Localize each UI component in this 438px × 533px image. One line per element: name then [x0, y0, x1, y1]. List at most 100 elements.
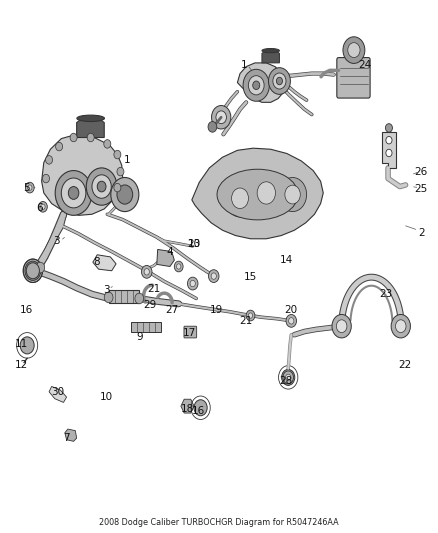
Text: 13: 13	[188, 239, 201, 249]
Circle shape	[386, 136, 392, 144]
Circle shape	[232, 188, 248, 208]
Circle shape	[36, 262, 45, 273]
Polygon shape	[382, 132, 396, 168]
Ellipse shape	[217, 169, 298, 220]
Text: 5: 5	[23, 183, 30, 192]
Circle shape	[187, 277, 198, 290]
Circle shape	[46, 156, 53, 164]
Text: 16: 16	[20, 305, 33, 315]
Polygon shape	[49, 386, 67, 402]
Circle shape	[211, 273, 216, 279]
FancyBboxPatch shape	[184, 326, 197, 338]
Circle shape	[177, 264, 181, 269]
Circle shape	[86, 168, 117, 205]
Text: 20: 20	[285, 305, 298, 315]
Circle shape	[28, 185, 32, 190]
Text: 2: 2	[418, 229, 425, 238]
Text: 6: 6	[36, 203, 43, 213]
Circle shape	[208, 270, 219, 282]
Circle shape	[250, 173, 283, 213]
Circle shape	[56, 142, 63, 151]
Text: 8: 8	[93, 257, 100, 267]
Circle shape	[343, 37, 365, 63]
Circle shape	[68, 187, 79, 199]
Circle shape	[174, 261, 183, 272]
Circle shape	[194, 400, 207, 416]
Circle shape	[25, 182, 34, 193]
Polygon shape	[77, 118, 104, 138]
Text: 1: 1	[124, 155, 131, 165]
Circle shape	[104, 140, 111, 148]
Text: 9: 9	[136, 332, 143, 342]
Circle shape	[117, 167, 124, 176]
Text: 27: 27	[165, 305, 178, 315]
Text: 17: 17	[183, 328, 196, 338]
Text: 2008 Dodge Caliber TURBOCHGR Diagram for R5047246AA: 2008 Dodge Caliber TURBOCHGR Diagram for…	[99, 518, 339, 527]
Circle shape	[104, 292, 113, 303]
Text: 28: 28	[279, 376, 292, 386]
Text: 23: 23	[380, 289, 393, 299]
FancyBboxPatch shape	[337, 58, 370, 98]
Circle shape	[276, 77, 283, 85]
Circle shape	[268, 68, 290, 94]
Circle shape	[273, 73, 286, 89]
Circle shape	[114, 150, 121, 159]
Circle shape	[117, 185, 133, 204]
Text: 7: 7	[63, 433, 70, 443]
Circle shape	[391, 314, 410, 338]
Circle shape	[70, 133, 77, 142]
Circle shape	[92, 175, 111, 198]
Circle shape	[216, 111, 226, 124]
Circle shape	[285, 185, 300, 204]
Circle shape	[246, 310, 255, 321]
Polygon shape	[131, 322, 161, 332]
Circle shape	[97, 181, 106, 192]
Polygon shape	[237, 63, 286, 102]
Circle shape	[282, 369, 295, 385]
Circle shape	[42, 174, 49, 183]
Text: 29: 29	[143, 300, 156, 310]
Text: 15: 15	[244, 272, 257, 282]
Text: 30: 30	[51, 387, 64, 397]
Text: 4: 4	[166, 247, 173, 257]
Polygon shape	[157, 249, 174, 266]
Text: 18: 18	[181, 405, 194, 414]
Text: 3: 3	[102, 286, 110, 295]
Circle shape	[87, 133, 94, 142]
Polygon shape	[65, 429, 77, 441]
Polygon shape	[42, 134, 123, 215]
Circle shape	[26, 263, 39, 279]
Text: 20: 20	[187, 239, 200, 249]
Circle shape	[385, 124, 392, 132]
Circle shape	[248, 313, 253, 318]
Circle shape	[286, 374, 291, 381]
Polygon shape	[181, 399, 194, 413]
Circle shape	[25, 261, 41, 280]
Text: 16: 16	[191, 407, 205, 416]
Ellipse shape	[262, 49, 279, 53]
Text: 22: 22	[399, 360, 412, 370]
Text: 3: 3	[53, 236, 60, 246]
Circle shape	[111, 177, 139, 212]
Text: 11: 11	[14, 339, 28, 349]
Text: 14: 14	[280, 255, 293, 265]
Circle shape	[141, 265, 152, 278]
Circle shape	[348, 43, 360, 58]
Circle shape	[253, 81, 260, 90]
Circle shape	[23, 259, 42, 282]
Circle shape	[144, 269, 149, 275]
Circle shape	[248, 76, 264, 95]
Text: 26: 26	[415, 167, 428, 176]
Polygon shape	[192, 148, 323, 239]
Circle shape	[396, 320, 406, 333]
Text: 12: 12	[14, 360, 28, 370]
Text: 21: 21	[240, 316, 253, 326]
Polygon shape	[262, 51, 279, 63]
Circle shape	[135, 293, 144, 304]
Circle shape	[225, 180, 255, 217]
Polygon shape	[109, 290, 139, 303]
Circle shape	[61, 178, 86, 208]
Circle shape	[286, 314, 297, 327]
Text: 1: 1	[241, 60, 248, 70]
Circle shape	[212, 106, 231, 129]
